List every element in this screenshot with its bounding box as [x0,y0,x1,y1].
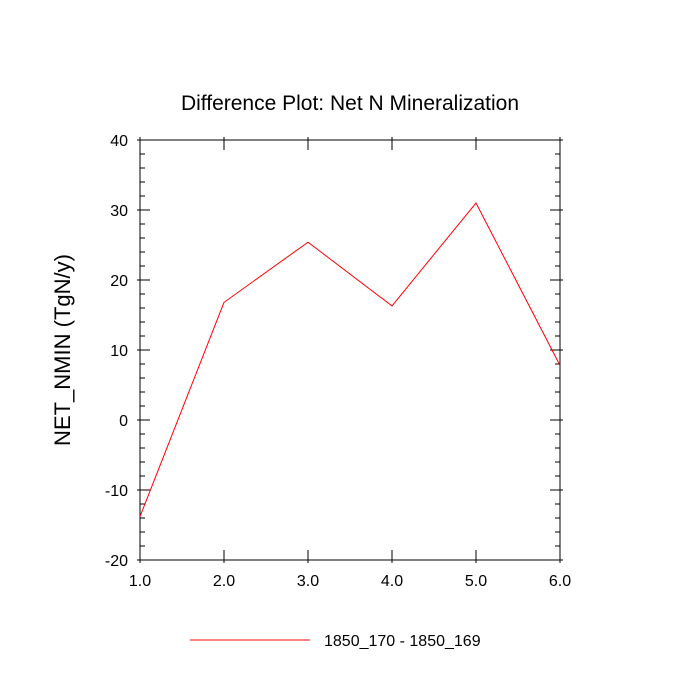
x-tick-label: 5.0 [465,573,487,590]
y-tick-label: 40 [110,133,128,150]
x-tick-label: 4.0 [381,573,403,590]
y-tick-label: 10 [110,343,128,360]
y-tick-label: 0 [119,413,128,430]
y-tick-label: -10 [105,483,128,500]
x-tick-label: 2.0 [213,573,235,590]
plot-frame [139,139,561,561]
axis-tick-labels: 1.0 2.0 3.0 4.0 5.0 6.0 -20 -10 0 10 20 30 40 [105,133,571,590]
chart-title: Difference Plot: Net N Mineralization [181,92,519,115]
y-tick-label: 30 [110,203,128,220]
legend-label: 1850_170 - 1850_169 [324,633,481,650]
y-axis-label: NET_NMIN (TgN/y) [50,254,75,446]
series-lines [139,202,561,517]
x-tick-label: 1.0 [129,573,151,590]
x-tick-label: 6.0 [549,573,571,590]
y-tick-label: 20 [110,273,128,290]
y-tick-label: -20 [105,553,128,570]
legend: 1850_170 - 1850_169 [190,633,481,650]
series-line [139,202,561,517]
x-tick-label: 3.0 [297,573,319,590]
axis-ticks [137,137,563,563]
